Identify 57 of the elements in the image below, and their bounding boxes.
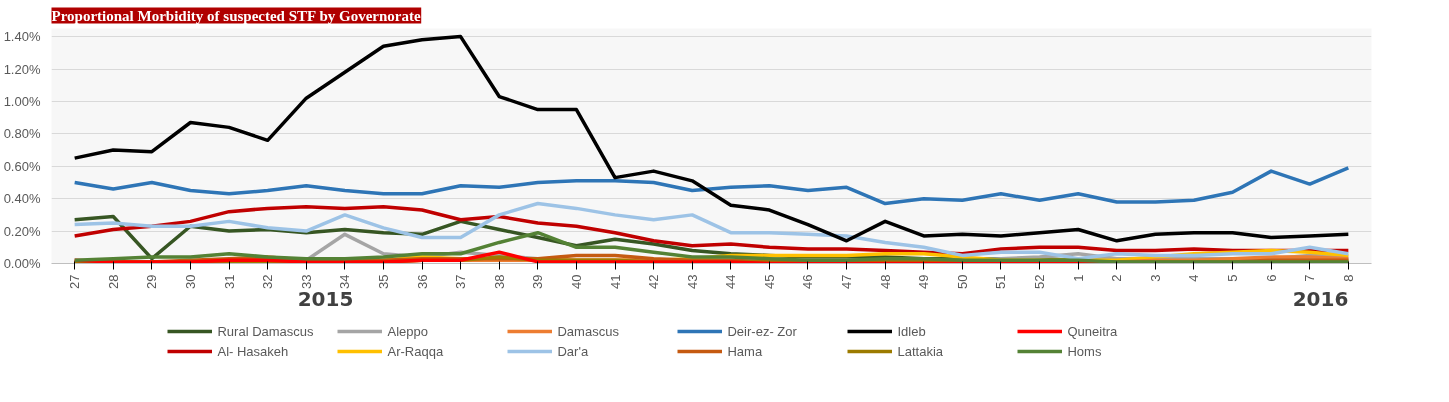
x-tick-label: 27 — [67, 274, 83, 289]
x-tick-label: 51 — [993, 274, 1009, 289]
x-tick-label: 48 — [877, 274, 893, 289]
x-tick-label: 49 — [916, 274, 932, 289]
chart-title: Proportional Morbidity of suspected STF by Governorate — [51, 7, 421, 24]
legend-label: Lattakia — [897, 343, 945, 359]
line-series — [72, 34, 1351, 243]
legend-label: Ar-Raqqa — [387, 343, 445, 359]
x-tick-label: 31 — [221, 274, 237, 289]
y-tick-label: 1.00% — [3, 93, 41, 109]
x-tick-label: 35 — [375, 274, 391, 289]
legend-label: Hama — [727, 343, 764, 359]
x-tick-label: 2 — [1109, 274, 1125, 282]
x-tick-label: 30 — [182, 274, 198, 289]
x-tick-label: 45 — [761, 274, 777, 289]
x-tick-label: 3 — [1147, 274, 1163, 282]
x-tick-label: 43 — [684, 274, 700, 289]
legend-label: Idleb — [897, 323, 927, 339]
x-tick-label: 44 — [723, 274, 739, 289]
legend-label: Homs — [1067, 343, 1103, 359]
x-tick-label: 28 — [105, 274, 121, 289]
y-tick-label: 0.20% — [3, 223, 41, 239]
y-tick-label: 0.40% — [3, 191, 41, 207]
y-tick-label: 0.00% — [3, 256, 41, 271]
x-tick-label: 5 — [1225, 274, 1241, 282]
x-tick-label: 38 — [491, 274, 507, 289]
x-tick-label: 50 — [954, 274, 970, 289]
y-tick-label: 1.40% — [3, 29, 41, 45]
x-tick-label: 6 — [1263, 274, 1279, 282]
x-tick-label: 46 — [800, 274, 816, 289]
x-tick-label: 34 — [337, 274, 353, 289]
y-tick-label: 0.80% — [3, 126, 41, 142]
legend-label: Aleppo — [387, 323, 429, 339]
x-tick-label: 42 — [646, 274, 662, 289]
x-tick-label: 32 — [260, 274, 276, 289]
x-tick-label: 33 — [298, 274, 314, 289]
x-tick-label: 8 — [1340, 274, 1356, 282]
y-tick-label: 1.20% — [3, 61, 41, 77]
legend-label: Damascus — [557, 323, 620, 339]
x-tick-label: 37 — [453, 274, 469, 289]
x-tick-label: 4 — [1186, 274, 1202, 282]
x-tick-label: 1 — [1070, 274, 1086, 282]
legend-label: Quneitra — [1067, 323, 1119, 339]
x-tick-label: 52 — [1032, 274, 1048, 289]
x-tick-label: 41 — [607, 274, 623, 289]
legend-label: Dar'a — [557, 343, 590, 359]
x-tick-label: 47 — [839, 274, 855, 289]
y-tick-label: 0.60% — [3, 158, 41, 174]
legend-label: Deir-ez- Zor — [727, 323, 798, 339]
line-series — [72, 166, 1351, 206]
x-tick-label: 36 — [414, 274, 430, 289]
x-tick-label: 7 — [1302, 274, 1318, 282]
x-tick-label: 40 — [568, 274, 584, 289]
x-tick-label: 39 — [530, 274, 546, 289]
x-tick-label: 29 — [144, 274, 160, 289]
legend-label: Rural Damascus — [217, 323, 315, 339]
legend-label: Al- Hasakeh — [217, 343, 290, 359]
